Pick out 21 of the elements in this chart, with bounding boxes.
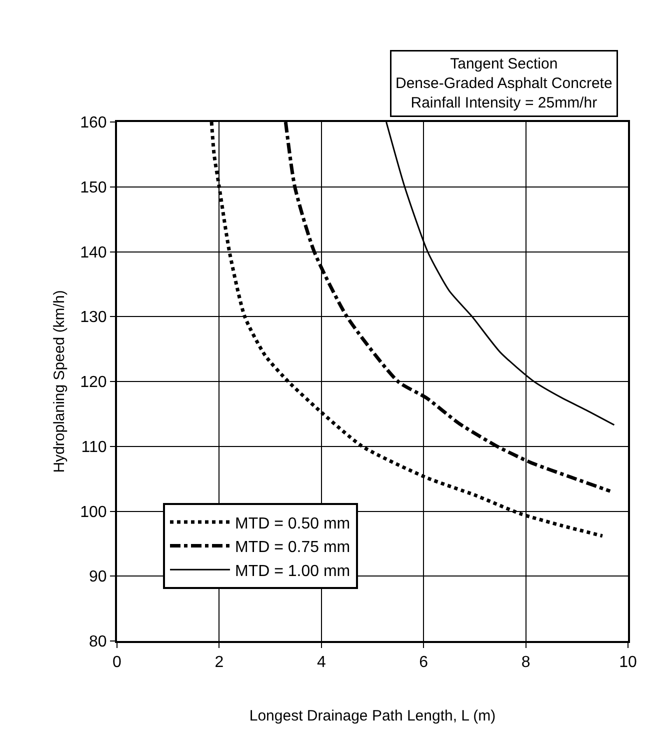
x-tick-label: 2 <box>214 654 224 672</box>
y-tick-label: 110 <box>81 438 107 456</box>
x-tick-label: 0 <box>112 654 122 672</box>
x-tick-label: 8 <box>521 654 530 672</box>
x-tick-label: 4 <box>316 654 326 672</box>
chart-title: Tangent Section Dense-Graded Asphalt Concrete Rainfall Intensity = 25mm/hr <box>396 56 612 112</box>
x-axis-title: Longest Drainage Path Length, L (m) <box>249 708 496 725</box>
x-tick-label: 6 <box>419 654 428 672</box>
legend-label: MTD = 0.75 mm <box>234 539 350 556</box>
y-axis-title: Hydroplaning Speed (km/h) <box>50 290 68 473</box>
x-tick-label: 10 <box>619 654 637 672</box>
y-tick-label: 150 <box>80 179 107 196</box>
y-tick-label: 130 <box>80 309 107 326</box>
y-tick-label: 140 <box>80 244 107 262</box>
y-tick-label: 100 <box>80 504 107 521</box>
legend-label: MTD = 0.50 mm <box>234 515 350 532</box>
legend-label: MTD = 1.00 mm <box>234 562 350 580</box>
y-tick-label: 90 <box>89 568 107 586</box>
y-tick-label: 80 <box>89 634 107 651</box>
y-tick-label: 160 <box>80 114 107 132</box>
y-tick-label: 120 <box>80 374 107 392</box>
